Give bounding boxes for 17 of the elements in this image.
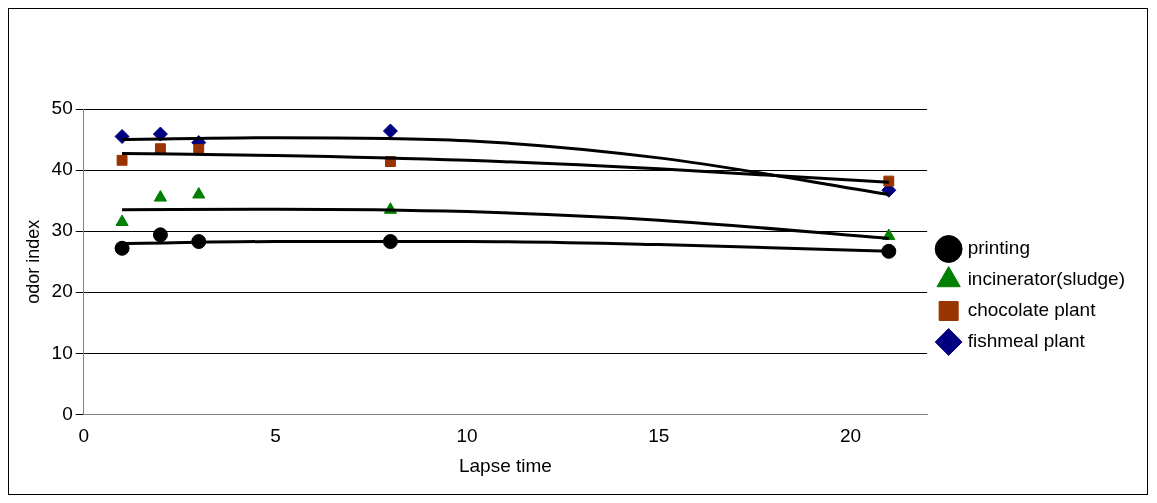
- x-tick-label: 0: [78, 425, 90, 447]
- y-tick-label: 40: [51, 158, 73, 180]
- y-tick-label: 10: [51, 341, 73, 363]
- y-tick-label: 20: [51, 280, 73, 302]
- x-tick-label: 5: [270, 425, 281, 447]
- legend-label: chocolate plant: [967, 299, 1097, 321]
- x-axis-title: Lapse time: [458, 454, 552, 476]
- legend-label: printing: [967, 237, 1030, 259]
- x-tick-label: 10: [456, 425, 478, 447]
- y-tick-label: 30: [51, 219, 73, 241]
- y-axis-title: odor index: [22, 219, 43, 304]
- y-tick-label: 0: [62, 402, 73, 424]
- legend-label: incinerator(sludge): [967, 268, 1126, 290]
- y-tick-label: 50: [51, 97, 73, 119]
- legend-label: fishmeal plant: [967, 330, 1086, 352]
- x-tick-label: 15: [648, 425, 670, 447]
- x-tick-label: 20: [839, 425, 862, 447]
